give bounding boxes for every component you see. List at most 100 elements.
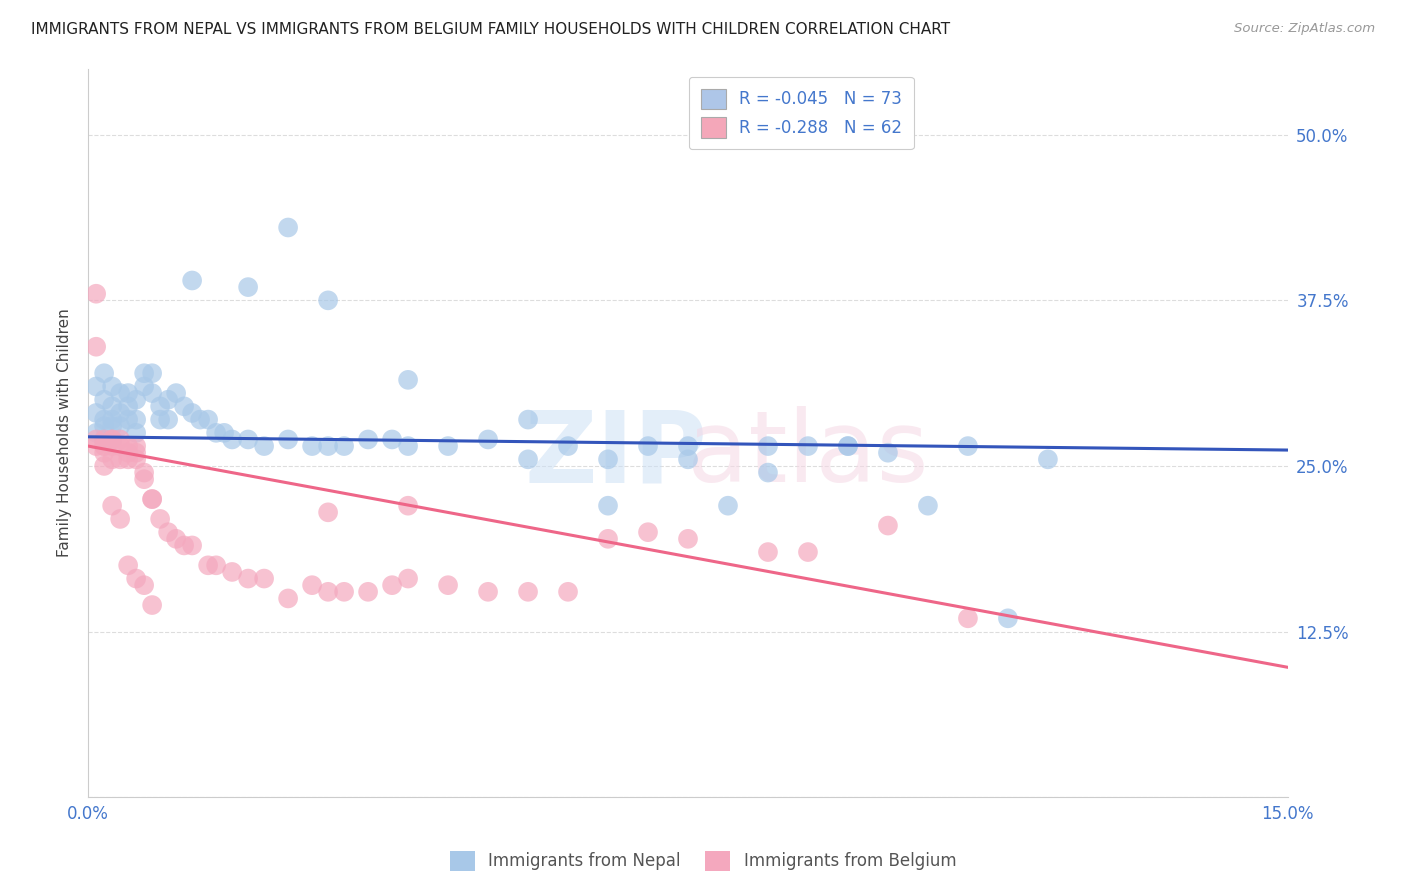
Point [477,584,499,599]
Point [125,446,148,460]
Point [197,412,219,426]
Point [517,584,540,599]
Point [84,439,107,453]
Point [917,499,939,513]
Point [253,572,276,586]
Point [357,584,380,599]
Point [84,425,107,440]
Point [596,499,619,513]
Point [157,392,180,407]
Point [134,472,156,486]
Point [84,406,107,420]
Point [396,499,419,513]
Point [125,572,148,586]
Point [134,578,156,592]
Point [333,584,356,599]
Point [477,433,499,447]
Point [557,584,579,599]
Point [316,439,339,453]
Point [165,532,187,546]
Point [181,273,204,287]
Point [108,386,131,401]
Point [117,386,139,401]
Point [837,439,859,453]
Point [221,433,243,447]
Point [956,439,979,453]
Point [676,532,699,546]
Point [134,466,156,480]
Point [108,406,131,420]
Text: atlas: atlas [688,406,929,503]
Point [141,598,163,612]
Point [117,439,139,453]
Point [93,419,115,434]
Point [101,452,124,467]
Point [108,512,131,526]
Point [93,446,115,460]
Point [396,439,419,453]
Point [134,366,156,380]
Point [149,412,172,426]
Point [108,452,131,467]
Point [93,439,115,453]
Point [108,419,131,434]
Point [84,340,107,354]
Text: IMMIGRANTS FROM NEPAL VS IMMIGRANTS FROM BELGIUM FAMILY HOUSEHOLDS WITH CHILDREN: IMMIGRANTS FROM NEPAL VS IMMIGRANTS FROM… [31,22,950,37]
Point [396,572,419,586]
Point [236,433,259,447]
Point [157,412,180,426]
Point [301,578,323,592]
Point [596,532,619,546]
Point [205,425,228,440]
Point [84,286,107,301]
Point [84,433,107,447]
Point [997,611,1019,625]
Point [157,525,180,540]
Point [637,439,659,453]
Point [108,433,131,447]
Point [173,400,195,414]
Point [316,584,339,599]
Point [381,433,404,447]
Point [637,525,659,540]
Point [125,439,148,453]
Point [117,452,139,467]
Point [141,366,163,380]
Point [93,458,115,473]
Point [141,491,163,506]
Point [437,439,460,453]
Point [141,386,163,401]
Point [676,439,699,453]
Point [125,392,148,407]
Point [956,611,979,625]
Point [316,505,339,519]
Point [93,433,115,447]
Point [253,439,276,453]
Point [84,379,107,393]
Point [93,366,115,380]
Point [301,439,323,453]
Point [188,412,211,426]
Point [125,412,148,426]
Point [101,499,124,513]
Point [93,412,115,426]
Point [381,578,404,592]
Point [181,406,204,420]
Point [756,466,779,480]
Point [877,446,900,460]
Point [596,452,619,467]
Point [173,538,195,552]
Point [717,499,740,513]
Point [93,433,115,447]
Point [125,452,148,467]
Point [236,280,259,294]
Point [837,439,859,453]
Point [101,419,124,434]
Point [181,538,204,552]
Point [93,392,115,407]
Point [101,439,124,453]
Legend: R = -0.045   N = 73, R = -0.288   N = 62: R = -0.045 N = 73, R = -0.288 N = 62 [689,77,914,149]
Point [277,433,299,447]
Point [236,572,259,586]
Point [316,293,339,308]
